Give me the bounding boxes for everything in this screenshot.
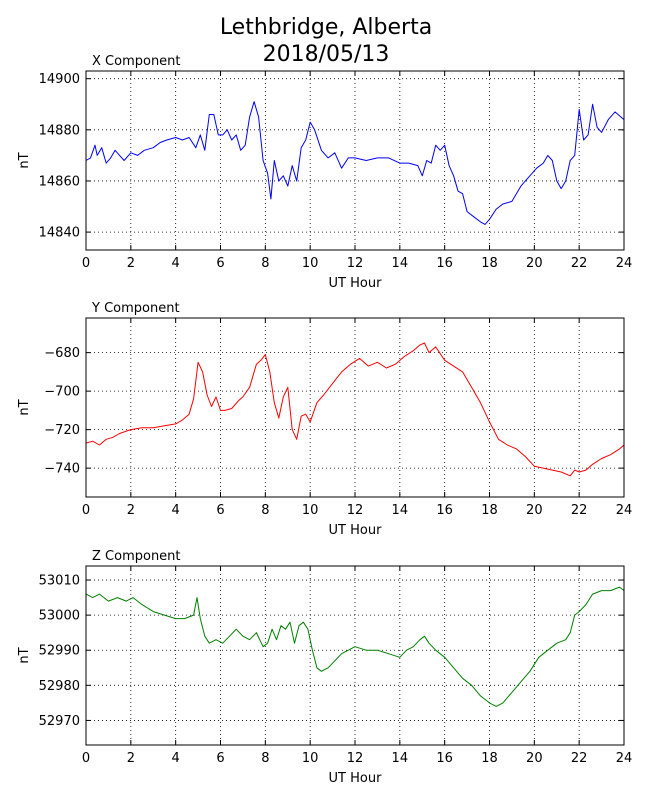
chart-panel-1: 0 2 4 6 8 10 12 14 16 18 20 22 241484014860148801490… <box>17 54 632 291</box>
panel-title: X Component <box>92 54 181 69</box>
x-tick-label: 6 <box>216 503 224 518</box>
y-tick-label: 53000 <box>39 609 80 624</box>
figure-title-line1: Lethbridge, Alberta <box>220 15 432 40</box>
x-tick-label: 10 <box>302 256 319 271</box>
x-tick-label: 10 <box>302 503 319 518</box>
y-tick-label: 52980 <box>39 679 80 694</box>
x-tick-label: 4 <box>172 503 180 518</box>
y-axis-label: nT <box>17 399 32 415</box>
x-tick-label: 14 <box>392 256 409 271</box>
y-tick-label: 14840 <box>39 226 80 241</box>
x-tick-label: 16 <box>436 256 453 271</box>
x-axis-label: UT Hour <box>329 523 383 538</box>
x-tick-label: 22 <box>571 256 588 271</box>
x-tick-label: 22 <box>571 503 588 518</box>
y-axis-label: nT <box>17 647 32 663</box>
data-line-series <box>85 101 625 225</box>
x-tick-label: 14 <box>392 751 409 766</box>
x-tick-label: 18 <box>481 256 498 271</box>
figure-title-line2: 2018/05/13 <box>263 42 390 67</box>
x-tick-label: 6 <box>216 256 224 271</box>
x-tick-label: 12 <box>347 751 364 766</box>
y-tick-label: −740 <box>44 462 80 477</box>
y-tick-label: 14900 <box>39 72 80 87</box>
y-tick-label: 52990 <box>39 644 80 659</box>
x-tick-label: 8 <box>261 256 269 271</box>
x-tick-label: 24 <box>616 503 633 518</box>
y-tick-label: 14860 <box>39 174 80 189</box>
x-tick-label: 2 <box>127 751 135 766</box>
x-axis-label: UT Hour <box>329 771 383 786</box>
y-tick-label: 53010 <box>39 574 80 589</box>
x-tick-label: 20 <box>526 256 543 271</box>
x-tick-label: 10 <box>302 751 319 766</box>
y-tick-label: 14880 <box>39 123 80 138</box>
chart-panels: 0 2 4 6 8 10 12 14 16 18 20 22 241484014860148801490… <box>17 54 632 786</box>
x-tick-label: 16 <box>436 751 453 766</box>
x-tick-label: 12 <box>347 256 364 271</box>
x-tick-label: 20 <box>526 503 543 518</box>
y-tick-label: −700 <box>44 385 80 400</box>
x-tick-label: 2 <box>127 256 135 271</box>
x-tick-label: 24 <box>616 751 633 766</box>
x-tick-label: 18 <box>481 751 498 766</box>
x-tick-label: 6 <box>216 751 224 766</box>
x-tick-label: 0 <box>82 503 90 518</box>
x-tick-label: 2 <box>127 503 135 518</box>
panel-title: Z Component <box>92 549 181 564</box>
x-tick-label: 0 <box>82 751 90 766</box>
x-tick-label: 14 <box>392 503 409 518</box>
y-tick-label: 52970 <box>39 714 80 729</box>
data-line-series <box>85 342 625 477</box>
x-tick-label: 4 <box>172 256 180 271</box>
x-tick-label: 20 <box>526 751 543 766</box>
x-tick-label: 22 <box>571 751 588 766</box>
y-tick-label: −720 <box>44 423 80 438</box>
x-axis-label: UT Hour <box>329 276 383 291</box>
x-tick-label: 16 <box>436 503 453 518</box>
data-line-series <box>85 586 625 707</box>
panel-title: Y Component <box>91 301 180 316</box>
y-tick-label: −680 <box>44 346 80 361</box>
x-tick-label: 24 <box>616 256 633 271</box>
x-tick-label: 12 <box>347 503 364 518</box>
x-tick-label: 8 <box>261 503 269 518</box>
x-tick-label: 8 <box>261 751 269 766</box>
chart-panel-3: 0 2 4 6 8 10 12 14 16 18 20 22 245297052980529905300… <box>17 549 632 786</box>
x-tick-label: 18 <box>481 503 498 518</box>
x-tick-label: 4 <box>172 751 180 766</box>
y-axis-label: nT <box>17 152 32 168</box>
x-tick-label: 0 <box>82 256 90 271</box>
